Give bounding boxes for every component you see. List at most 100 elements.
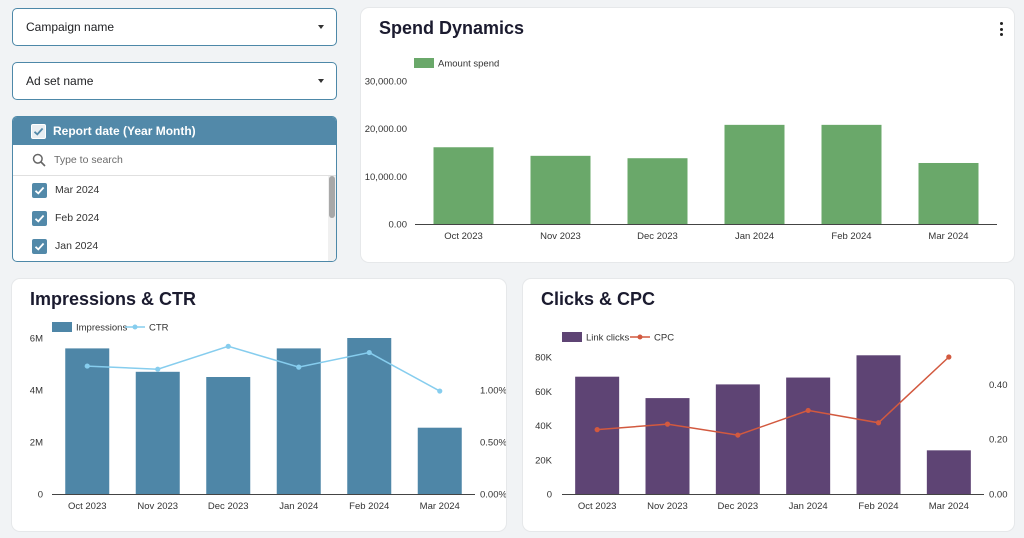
- list-item-mar-2024[interactable]: Mar 2024: [13, 176, 336, 204]
- search-icon: [32, 153, 46, 167]
- scrollbar-thumb[interactable]: [329, 176, 335, 218]
- report-date-header[interactable]: Report date (Year Month): [13, 117, 336, 145]
- point-ctr-jan-2024: [296, 364, 302, 370]
- impressions-chart-title: Impressions & CTR: [30, 289, 197, 309]
- legend-label-amount-spend: Amount spend: [438, 59, 499, 70]
- list-item-jan-2024[interactable]: Jan 2024: [13, 232, 336, 260]
- point-cpc-nov-2023: [664, 421, 671, 427]
- y-tick-label: 0: [547, 490, 552, 501]
- legend-swatch-link-clicks: [562, 332, 582, 342]
- y-tick-label: 2M: [30, 438, 43, 449]
- x-tick-label: Jan 2024: [789, 501, 828, 512]
- point-cpc-feb-2024: [875, 420, 882, 426]
- chevron-down-icon: [318, 25, 324, 29]
- ad-set-name-dropdown[interactable]: Ad set name: [12, 62, 337, 100]
- chevron-down-icon: [318, 79, 324, 83]
- y-tick-label: 60K: [535, 387, 553, 398]
- checkbox-checked[interactable]: [32, 210, 47, 226]
- y-tick-label: 6M: [30, 334, 43, 345]
- bar-oct-2023: [65, 348, 110, 494]
- legend-marker-cpc: [637, 334, 643, 340]
- x-tick-label: Feb 2024: [858, 501, 898, 512]
- x-tick-label: Oct 2023: [578, 501, 617, 512]
- check-icon: [33, 127, 44, 136]
- x-tick-label: Nov 2023: [647, 501, 688, 512]
- y2-tick-label: 0.20: [989, 435, 1008, 446]
- check-icon: [34, 186, 45, 195]
- x-tick-label: Dec 2023: [637, 231, 678, 242]
- point-ctr-nov-2023: [155, 366, 161, 372]
- impressions-ctr-card: Impressions & CTR Impressions CTR 0 2M 4M 6M 0…: [12, 279, 506, 531]
- y2-tick-label: 0.00: [989, 490, 1008, 501]
- legend-marker-ctr: [132, 324, 138, 330]
- ad-set-name-label: Ad set name: [26, 74, 94, 88]
- y2-tick-label: 0.50%: [480, 438, 506, 449]
- x-tick-label: Feb 2024: [831, 231, 871, 242]
- list-item-label: Feb 2024: [55, 212, 100, 224]
- y-tick-label: 20K: [535, 455, 553, 466]
- x-tick-label: Jan 2024: [279, 501, 318, 512]
- more-menu-icon[interactable]: [999, 22, 1003, 36]
- x-tick-label: Mar 2024: [420, 501, 460, 512]
- legend-label-cpc: CPC: [654, 333, 674, 344]
- legend-swatch-amount-spend: [414, 58, 434, 68]
- point-ctr-feb-2024: [366, 349, 372, 356]
- bar-dec-2023: [206, 377, 251, 494]
- select-all-checkbox[interactable]: [31, 123, 46, 139]
- clicks-chart: Link clicks CPC 0 20K 40K 60K 80K 0.00 0.20 0.40 O…: [535, 332, 1008, 512]
- y-tick-label: 80K: [535, 353, 553, 364]
- line-cpc: [597, 356, 950, 436]
- search-placeholder: Type to search: [54, 154, 123, 166]
- clicks-cpc-card: Clicks & CPC Link clicks CPC 0 20K 40K 60K 80K…: [523, 279, 1014, 531]
- check-icon: [34, 242, 45, 251]
- campaign-name-label: Campaign name: [26, 20, 115, 34]
- bar-nov-2023: [135, 371, 180, 494]
- spend-chart: Amount spend 0.00 10,000.00 20,000.00 30,000…: [365, 58, 997, 242]
- x-tick-label: Nov 2023: [540, 231, 581, 242]
- bar-nov-2023: [530, 155, 591, 224]
- y-tick-label: 4M: [30, 386, 43, 397]
- bar-mar-2024: [417, 427, 462, 494]
- y-tick-label: 30,000.00: [365, 77, 407, 88]
- x-tick-label: Nov 2023: [137, 501, 178, 512]
- y-tick-label: 20,000.00: [365, 124, 407, 135]
- bar-oct-2023: [575, 376, 620, 494]
- y2-tick-label: 0.00%: [480, 490, 506, 501]
- y-tick-label: 40K: [535, 421, 553, 432]
- bar-jan-2024: [786, 377, 831, 494]
- bar-feb-2024: [821, 124, 882, 224]
- x-tick-label: Dec 2023: [208, 501, 249, 512]
- report-date-filter: Report date (Year Month) Type to search …: [12, 116, 337, 262]
- bar-mar-2024: [918, 162, 979, 224]
- bar-jan-2024: [276, 348, 321, 494]
- y2-tick-label: 1.00%: [480, 386, 506, 397]
- bar-jan-2024: [724, 124, 785, 224]
- checkbox-checked[interactable]: [32, 238, 47, 254]
- checkbox-checked[interactable]: [32, 182, 47, 198]
- x-tick-label: Jan 2024: [735, 231, 774, 242]
- check-icon: [34, 214, 45, 223]
- bar-nov-2023: [645, 398, 690, 494]
- y-tick-label: 0: [38, 490, 43, 501]
- line-ctr: [87, 345, 441, 392]
- bar-dec-2023: [627, 158, 688, 224]
- point-cpc-oct-2023: [594, 427, 600, 433]
- x-tick-label: Oct 2023: [68, 501, 107, 512]
- x-tick-label: Feb 2024: [349, 501, 389, 512]
- x-tick-label: Mar 2024: [929, 501, 969, 512]
- campaign-name-dropdown[interactable]: Campaign name: [12, 8, 337, 46]
- spend-dynamics-card: Spend Dynamics Amount spend 0.00 10,000.00…: [361, 8, 1014, 262]
- scrollbar[interactable]: [328, 176, 336, 261]
- y-tick-label: 10,000.00: [365, 172, 407, 183]
- list-item-label: Mar 2024: [55, 184, 100, 196]
- report-date-search[interactable]: Type to search: [13, 145, 336, 176]
- legend-swatch-impressions: [52, 322, 72, 332]
- x-tick-label: Mar 2024: [928, 231, 968, 242]
- list-item-label: Jan 2024: [55, 240, 99, 252]
- bar-dec-2023: [715, 384, 760, 494]
- x-tick-label: Oct 2023: [444, 231, 483, 242]
- point-ctr-dec-2023: [225, 343, 231, 349]
- list-item-feb-2024[interactable]: Feb 2024: [13, 204, 336, 232]
- legend-label-ctr: CTR: [149, 323, 169, 334]
- bar-feb-2024: [347, 338, 392, 494]
